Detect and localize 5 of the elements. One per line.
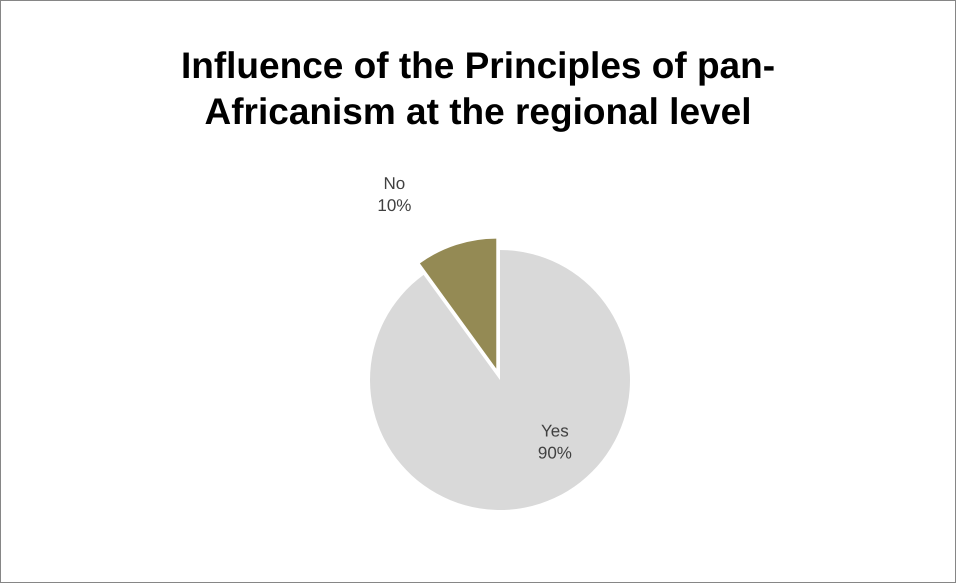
slice-label: No xyxy=(384,174,406,193)
slice-label: Yes xyxy=(541,422,569,441)
data-label: 10% xyxy=(377,196,412,215)
chart-title: Influence of the Principles of pan-Africanism at the regional level xyxy=(180,45,776,132)
data-label: 90% xyxy=(538,444,572,463)
